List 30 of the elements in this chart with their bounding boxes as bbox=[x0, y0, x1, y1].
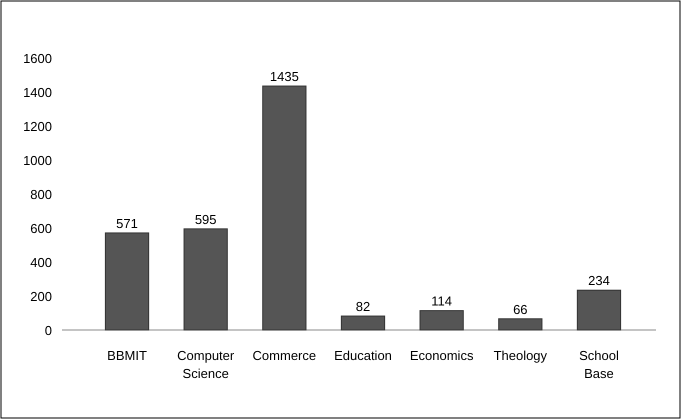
x-tick-label: Theology bbox=[494, 348, 548, 363]
x-tick-label: School Base bbox=[579, 348, 619, 381]
x-tick-label: Commerce bbox=[252, 348, 316, 363]
data-label: 234 bbox=[588, 273, 610, 288]
bar bbox=[104, 232, 150, 330]
bar bbox=[420, 310, 464, 330]
y-tick-label: 200 bbox=[30, 289, 52, 304]
data-label: 1435 bbox=[270, 69, 299, 84]
x-tick-label: Computer Science bbox=[177, 348, 235, 381]
bar bbox=[498, 318, 542, 330]
x-tick-label: BBMIT bbox=[107, 348, 147, 363]
x-tick-label: Education bbox=[334, 348, 392, 363]
bar bbox=[262, 86, 306, 330]
y-tick-label: 800 bbox=[30, 187, 52, 202]
bar bbox=[576, 290, 622, 330]
bar bbox=[340, 316, 386, 330]
data-label: 595 bbox=[194, 212, 217, 227]
y-tick-label: 1200 bbox=[23, 119, 52, 134]
x-tick-label: Economics bbox=[410, 348, 474, 363]
y-tick-label: 1600 bbox=[23, 51, 52, 66]
y-tick-label: 1000 bbox=[23, 153, 52, 168]
y-tick-label: 400 bbox=[30, 255, 52, 270]
data-label: 82 bbox=[356, 299, 370, 314]
bar bbox=[184, 228, 228, 330]
data-label: 66 bbox=[513, 302, 528, 317]
data-label: 571 bbox=[116, 216, 138, 231]
y-tick-label: 0 bbox=[44, 323, 52, 338]
y-tick-label: 1400 bbox=[23, 85, 52, 100]
y-tick-label: 600 bbox=[30, 221, 52, 236]
data-label: 114 bbox=[431, 294, 452, 309]
